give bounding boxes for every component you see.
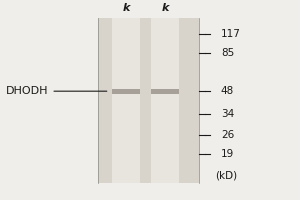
Text: 117: 117 bbox=[221, 29, 241, 39]
Text: (kD): (kD) bbox=[215, 171, 237, 181]
Text: k: k bbox=[123, 3, 130, 13]
Text: 19: 19 bbox=[221, 149, 234, 159]
Text: DHODH: DHODH bbox=[6, 86, 107, 96]
Bar bbox=[112, 89, 140, 94]
Text: 85: 85 bbox=[221, 48, 234, 58]
Text: 34: 34 bbox=[221, 109, 234, 119]
Bar bbox=[112, 18, 140, 183]
Bar bbox=[151, 89, 179, 94]
Bar bbox=[151, 18, 179, 183]
Text: 26: 26 bbox=[221, 130, 234, 140]
Text: k: k bbox=[161, 3, 169, 13]
Bar bbox=[98, 18, 199, 183]
Text: 48: 48 bbox=[221, 86, 234, 96]
